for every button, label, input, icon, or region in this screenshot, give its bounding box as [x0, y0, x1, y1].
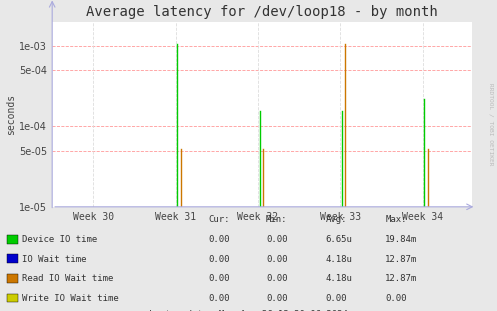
Text: Avg:: Avg: — [326, 215, 347, 224]
Text: Max:: Max: — [385, 215, 407, 224]
Text: Cur:: Cur: — [209, 215, 230, 224]
Text: 0.00: 0.00 — [266, 255, 287, 264]
Text: 0.00: 0.00 — [209, 235, 230, 244]
Y-axis label: seconds: seconds — [6, 94, 16, 135]
Text: 12.87m: 12.87m — [385, 275, 417, 283]
Text: 0.00: 0.00 — [266, 294, 287, 303]
Text: 0.00: 0.00 — [266, 275, 287, 283]
Text: 0.00: 0.00 — [209, 275, 230, 283]
Title: Average latency for /dev/loop18 - by month: Average latency for /dev/loop18 - by mon… — [86, 5, 438, 19]
Text: RRDTOOL / TOBI OETIKER: RRDTOOL / TOBI OETIKER — [489, 83, 494, 166]
Text: 4.18u: 4.18u — [326, 275, 352, 283]
Text: 19.84m: 19.84m — [385, 235, 417, 244]
Text: Device IO time: Device IO time — [22, 235, 97, 244]
Text: 12.87m: 12.87m — [385, 255, 417, 264]
Text: 0.00: 0.00 — [209, 294, 230, 303]
Text: 4.18u: 4.18u — [326, 255, 352, 264]
Text: Last update: Mon Aug 26 13:20:06 2024: Last update: Mon Aug 26 13:20:06 2024 — [149, 310, 348, 311]
Text: 0.00: 0.00 — [209, 255, 230, 264]
Text: IO Wait time: IO Wait time — [22, 255, 87, 264]
Text: 0.00: 0.00 — [266, 235, 287, 244]
Text: Read IO Wait time: Read IO Wait time — [22, 275, 114, 283]
Text: 0.00: 0.00 — [385, 294, 407, 303]
Text: 6.65u: 6.65u — [326, 235, 352, 244]
Text: Write IO Wait time: Write IO Wait time — [22, 294, 119, 303]
Text: Min:: Min: — [266, 215, 287, 224]
Text: 0.00: 0.00 — [326, 294, 347, 303]
